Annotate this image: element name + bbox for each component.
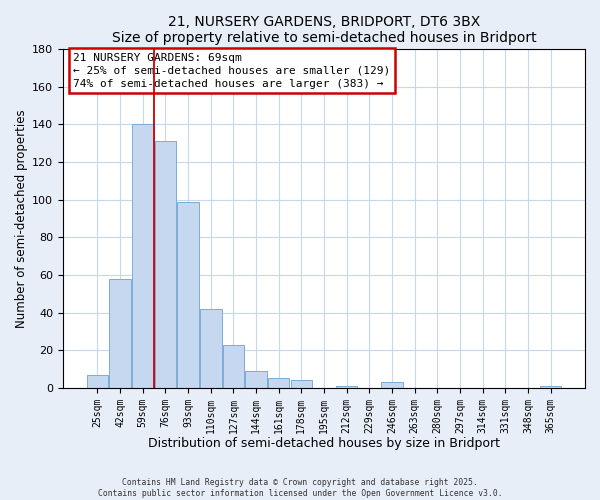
Bar [200,309,221,388]
Bar [87,374,108,388]
Text: 21 NURSERY GARDENS: 69sqm
← 25% of semi-detached houses are smaller (129)
74% of: 21 NURSERY GARDENS: 69sqm ← 25% of semi-… [73,52,391,89]
Bar [223,344,244,388]
Bar [245,371,267,388]
Y-axis label: Number of semi-detached properties: Number of semi-detached properties [15,109,28,328]
Bar [178,202,199,388]
Bar [132,124,154,388]
Bar [155,142,176,388]
Bar [290,380,312,388]
Bar [268,378,289,388]
Bar [109,278,131,388]
X-axis label: Distribution of semi-detached houses by size in Bridport: Distribution of semi-detached houses by … [148,437,500,450]
Text: Contains HM Land Registry data © Crown copyright and database right 2025.
Contai: Contains HM Land Registry data © Crown c… [98,478,502,498]
Bar [540,386,561,388]
Bar [381,382,403,388]
Bar [336,386,358,388]
Title: 21, NURSERY GARDENS, BRIDPORT, DT6 3BX
Size of property relative to semi-detache: 21, NURSERY GARDENS, BRIDPORT, DT6 3BX S… [112,15,536,45]
